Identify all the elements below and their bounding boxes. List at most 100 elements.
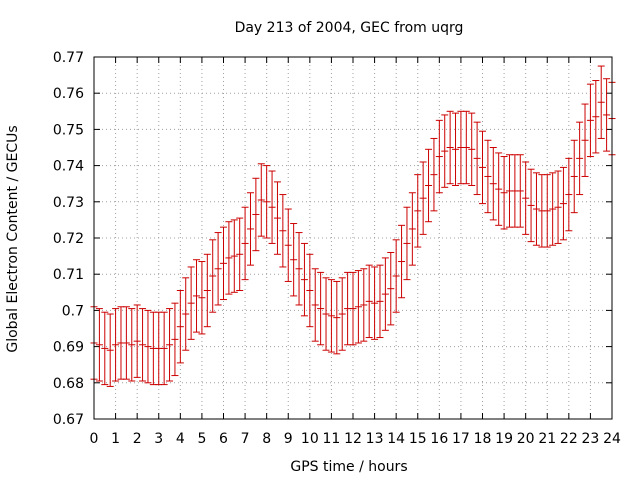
error-bar-point bbox=[441, 114, 449, 188]
error-bar-point bbox=[473, 121, 481, 196]
error-bar-point bbox=[376, 264, 384, 339]
error-bar-point bbox=[586, 83, 594, 158]
x-tick-label: 12 bbox=[344, 431, 362, 447]
error-bar-point bbox=[241, 206, 249, 281]
x-tick-label: 3 bbox=[154, 431, 163, 447]
error-bar-point bbox=[101, 311, 109, 386]
error-bar-point bbox=[522, 161, 530, 235]
x-axis-label: GPS time / hours bbox=[290, 459, 407, 475]
error-bar-point bbox=[543, 174, 551, 248]
error-bar-point bbox=[468, 112, 476, 187]
y-tick-label: 0.77 bbox=[53, 50, 84, 66]
error-bar-point bbox=[209, 239, 217, 313]
x-tick-label: 5 bbox=[197, 431, 206, 447]
error-bar-point bbox=[484, 139, 492, 214]
error-bar-point bbox=[425, 148, 433, 223]
x-tick-label: 19 bbox=[495, 431, 513, 447]
error-bar-point bbox=[166, 308, 174, 382]
error-bar-point bbox=[284, 208, 292, 282]
error-bar-point bbox=[214, 232, 222, 306]
y-tick-label: 0.72 bbox=[53, 231, 84, 247]
y-tick-label: 0.73 bbox=[53, 195, 84, 211]
error-bar-point bbox=[419, 161, 427, 235]
grid-lines bbox=[94, 57, 612, 419]
error-bar-point bbox=[257, 163, 265, 237]
x-tick-label: 23 bbox=[582, 431, 600, 447]
error-bar-point bbox=[182, 277, 190, 351]
x-tick-label: 22 bbox=[560, 431, 578, 447]
error-bar-point bbox=[597, 65, 605, 139]
error-bar-point bbox=[365, 264, 373, 339]
error-bar-point bbox=[300, 242, 308, 317]
error-bar-point bbox=[203, 253, 211, 328]
error-bar-point bbox=[570, 139, 578, 214]
x-tick-label: 4 bbox=[176, 431, 185, 447]
error-bar-point bbox=[435, 119, 443, 194]
error-bar-point bbox=[532, 172, 540, 246]
error-bar-point bbox=[295, 232, 303, 306]
error-bar-point bbox=[220, 226, 227, 301]
error-bar-point bbox=[333, 280, 341, 355]
x-tick-label: 18 bbox=[474, 431, 492, 447]
error-bar-point bbox=[290, 223, 298, 297]
error-bar-point bbox=[500, 156, 508, 230]
error-bar-point bbox=[311, 268, 319, 342]
error-bar-point bbox=[381, 257, 389, 331]
error-bar-point bbox=[263, 165, 271, 239]
error-bar-point bbox=[106, 313, 114, 387]
y-tick-label: 0.74 bbox=[53, 159, 84, 175]
chart-title: Day 213 of 2004, GEC from uqrg bbox=[235, 20, 464, 36]
error-bar-point bbox=[462, 110, 470, 185]
error-bar-point bbox=[495, 152, 503, 226]
error-bar-point bbox=[160, 311, 168, 386]
x-tick-label: 13 bbox=[366, 431, 384, 447]
error-bar-point bbox=[133, 304, 141, 378]
x-tick-label: 20 bbox=[517, 431, 535, 447]
error-bar-point bbox=[279, 194, 287, 268]
error-bar-point bbox=[549, 172, 557, 246]
y-tick-label: 0.68 bbox=[53, 376, 84, 392]
error-bar-point bbox=[273, 181, 281, 255]
error-bar-point bbox=[225, 221, 233, 295]
error-bar-point bbox=[128, 308, 136, 382]
x-tick-label: 14 bbox=[387, 431, 405, 447]
error-bar-point bbox=[236, 217, 244, 291]
error-bar-point bbox=[592, 80, 600, 154]
error-bar-point bbox=[317, 271, 325, 346]
error-bar-point bbox=[398, 224, 406, 299]
error-bar-point bbox=[193, 259, 201, 333]
error-bar-point bbox=[479, 130, 486, 205]
error-bar-point bbox=[176, 289, 184, 364]
y-tick-label: 0.69 bbox=[53, 340, 84, 356]
error-bar-point bbox=[527, 168, 535, 243]
error-bar-point bbox=[139, 308, 147, 382]
error-bar-point bbox=[565, 157, 573, 232]
error-bar-point bbox=[408, 192, 416, 266]
x-tick-label: 1 bbox=[111, 431, 120, 447]
x-tick-label: 0 bbox=[90, 431, 99, 447]
error-bar-point bbox=[559, 166, 567, 241]
error-bar-point bbox=[338, 277, 346, 351]
error-bar-point bbox=[576, 121, 584, 196]
y-tick-label: 0.76 bbox=[53, 86, 84, 102]
error-bar-point bbox=[387, 251, 395, 326]
error-bar-point bbox=[430, 137, 438, 212]
error-bar-point bbox=[95, 308, 103, 382]
x-tick-label: 7 bbox=[241, 431, 250, 447]
error-bar-point bbox=[360, 268, 368, 342]
error-bar-point bbox=[489, 147, 497, 221]
error-bar-point bbox=[554, 170, 562, 244]
y-tick-label: 0.7 bbox=[62, 303, 84, 319]
axis-ticks: 0 1 2 3 4 5 6 7 8 9 10 11 12 13 14 15 16 17 18 19 20 21 22 23 24… bbox=[53, 50, 621, 447]
error-bar-point bbox=[171, 302, 179, 377]
error-bar-point bbox=[452, 112, 460, 187]
error-bar-point bbox=[403, 206, 411, 281]
error-bar-point bbox=[198, 261, 206, 335]
x-tick-label: 16 bbox=[430, 431, 448, 447]
error-bar-point bbox=[122, 306, 130, 380]
x-tick-label: 24 bbox=[603, 431, 621, 447]
error-bar-point bbox=[414, 174, 422, 248]
error-bar-point bbox=[322, 277, 330, 351]
y-tick-label: 0.71 bbox=[53, 267, 84, 283]
